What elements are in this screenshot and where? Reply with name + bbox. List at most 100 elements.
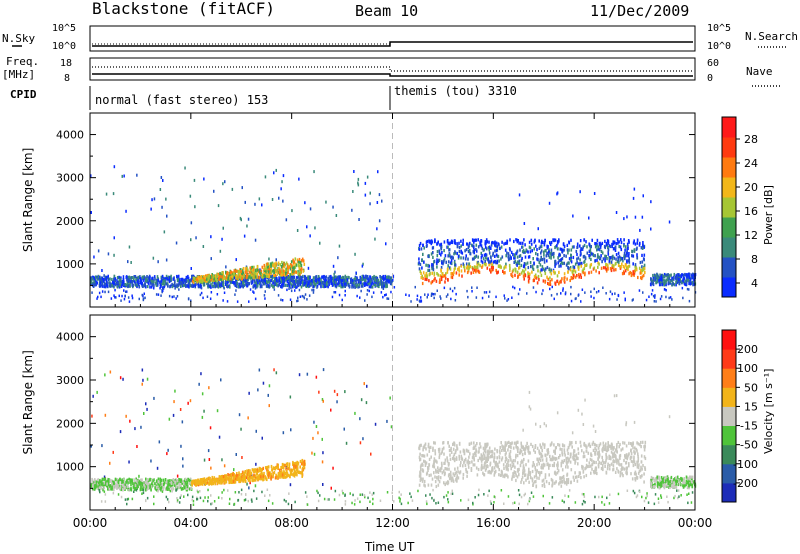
- echo-point: [152, 256, 155, 260]
- echo-cell: [285, 462, 288, 466]
- echo-cell: [275, 475, 278, 480]
- echo-cell: [297, 260, 300, 265]
- echo-cell: [492, 260, 495, 264]
- echo-cell: [244, 471, 246, 475]
- echo-cell: [147, 482, 150, 486]
- echo-cell: [175, 297, 177, 300]
- echo-cell: [432, 268, 435, 272]
- echo-point: [168, 417, 171, 421]
- echo-cell: [117, 283, 120, 287]
- echo-point: [109, 461, 111, 465]
- echo-cell: [225, 270, 227, 274]
- echo-cell: [458, 241, 460, 245]
- echo-cell: [278, 472, 280, 476]
- echo-cell: [590, 270, 593, 274]
- echo-cell: [584, 271, 586, 275]
- echo-cell: [178, 486, 180, 490]
- echo-cell: [91, 275, 94, 279]
- echo-point: [221, 237, 223, 241]
- echo-point: [378, 193, 381, 197]
- echo-cell: [287, 473, 290, 477]
- echo-cell: [382, 295, 384, 299]
- echo-cell: [566, 248, 569, 252]
- echo-cell: [120, 276, 122, 280]
- echo-cell: [494, 249, 496, 253]
- echo-cell: [623, 254, 626, 258]
- echo-cell: [135, 477, 137, 481]
- echo-cell: [159, 282, 162, 286]
- echo-cell: [514, 256, 516, 260]
- echo-cell: [233, 276, 236, 280]
- echo-cell: [123, 481, 126, 485]
- echo-cell: [129, 276, 131, 280]
- ground-band: [91, 285, 697, 303]
- echo-cell: [427, 263, 429, 268]
- echo-cell: [274, 264, 277, 268]
- echo-cell: [270, 268, 273, 272]
- echo-cell: [200, 286, 203, 290]
- echo-cell: [562, 242, 565, 246]
- echo-cell: [541, 292, 543, 296]
- echo-cell: [513, 256, 515, 260]
- echo-cell: [546, 275, 548, 279]
- echo-cell: [167, 480, 170, 485]
- echo-cell: [197, 283, 199, 287]
- echo-point: [150, 207, 152, 211]
- echo-cell: [283, 470, 285, 474]
- echo-cell: [327, 279, 330, 283]
- echo-cell: [346, 281, 349, 285]
- echo-point: [241, 456, 243, 459]
- echo-cell: [357, 280, 360, 285]
- echo-cell: [597, 261, 599, 265]
- echo-cell: [318, 279, 321, 284]
- echo-point: [315, 375, 318, 379]
- echo-cell: [294, 472, 297, 476]
- echo-cell: [162, 287, 165, 290]
- echo-cell: [280, 272, 282, 277]
- echo-cell: [255, 470, 258, 474]
- echo-cell: [318, 278, 320, 282]
- echo-cell: [360, 277, 362, 281]
- echo-cell: [576, 257, 578, 261]
- echo-cell: [418, 261, 420, 265]
- echo-cell: [113, 485, 115, 489]
- echo-point: [357, 177, 360, 181]
- echo-cell: [615, 242, 618, 246]
- echo-cell: [222, 477, 224, 482]
- echo-cell: [576, 242, 579, 246]
- echo-cell: [420, 300, 423, 303]
- echo-cell: [511, 296, 513, 299]
- echo-cell: [514, 267, 516, 271]
- echo-point: [258, 197, 261, 201]
- echo-cell: [275, 473, 277, 477]
- echo-cell: [360, 284, 363, 288]
- echo-cell: [642, 243, 644, 248]
- echo-cell: [457, 254, 460, 259]
- echo-cell: [593, 296, 595, 300]
- echo-cell: [487, 257, 489, 261]
- echo-cell: [195, 483, 197, 487]
- echo-cell: [450, 297, 452, 301]
- echo-cell: [309, 278, 311, 282]
- echo-cell: [285, 283, 287, 287]
- echo-cell: [608, 297, 611, 301]
- echo-cell: [546, 251, 548, 255]
- echo-point: [93, 255, 95, 259]
- echo-cell: [570, 292, 572, 296]
- echo-cell: [191, 274, 193, 278]
- echo-cell: [269, 284, 271, 288]
- echo-cell: [231, 274, 233, 278]
- echo-cell: [313, 284, 316, 288]
- echo-cell: [240, 280, 243, 284]
- echo-cell: [253, 291, 255, 294]
- echo-point: [625, 423, 627, 427]
- echo-cell: [323, 274, 325, 279]
- echo-cell: [597, 290, 600, 293]
- echo-cell: [352, 286, 355, 289]
- echo-point: [225, 265, 227, 269]
- echo-cell: [458, 273, 460, 277]
- echo-cell: [208, 476, 210, 480]
- echo-cell: [274, 276, 276, 280]
- echo-cell: [589, 248, 592, 252]
- echo-cell: [289, 273, 292, 277]
